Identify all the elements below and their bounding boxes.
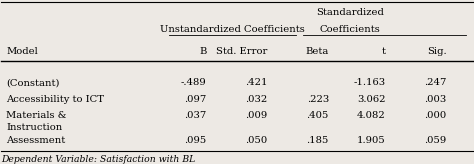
Text: .185: .185 [307, 136, 329, 145]
Text: Model: Model [6, 47, 38, 56]
Text: Beta: Beta [306, 47, 329, 56]
Text: Assessment: Assessment [6, 136, 65, 145]
Text: .037: .037 [184, 111, 206, 120]
Text: 1.905: 1.905 [356, 136, 385, 145]
Text: .421: .421 [245, 78, 268, 87]
Text: Instruction: Instruction [6, 123, 63, 132]
Text: 4.082: 4.082 [356, 111, 385, 120]
Text: 3.062: 3.062 [357, 95, 385, 104]
Text: Standardized: Standardized [316, 8, 384, 17]
Text: Accessibility to ICT: Accessibility to ICT [6, 95, 104, 104]
Text: -.489: -.489 [181, 78, 206, 87]
Text: Std. Error: Std. Error [216, 47, 268, 56]
Text: .032: .032 [246, 95, 268, 104]
Text: .050: .050 [246, 136, 268, 145]
Text: .059: .059 [424, 136, 447, 145]
Text: Materials &: Materials & [6, 111, 67, 120]
Text: .003: .003 [424, 95, 447, 104]
Text: Coefficients: Coefficients [320, 25, 381, 34]
Text: .097: .097 [184, 95, 206, 104]
Text: B: B [199, 47, 206, 56]
Text: t: t [382, 47, 385, 56]
Text: Unstandardized Coefficients: Unstandardized Coefficients [160, 25, 305, 34]
Text: .095: .095 [184, 136, 206, 145]
Text: .223: .223 [307, 95, 329, 104]
Text: .405: .405 [307, 111, 329, 120]
Text: Dependent Variable: Satisfaction with BL: Dependent Variable: Satisfaction with BL [1, 155, 196, 164]
Text: (Constant): (Constant) [6, 78, 60, 87]
Text: .009: .009 [246, 111, 268, 120]
Text: -1.163: -1.163 [353, 78, 385, 87]
Text: .247: .247 [424, 78, 447, 87]
Text: .000: .000 [424, 111, 447, 120]
Text: Sig.: Sig. [427, 47, 447, 56]
